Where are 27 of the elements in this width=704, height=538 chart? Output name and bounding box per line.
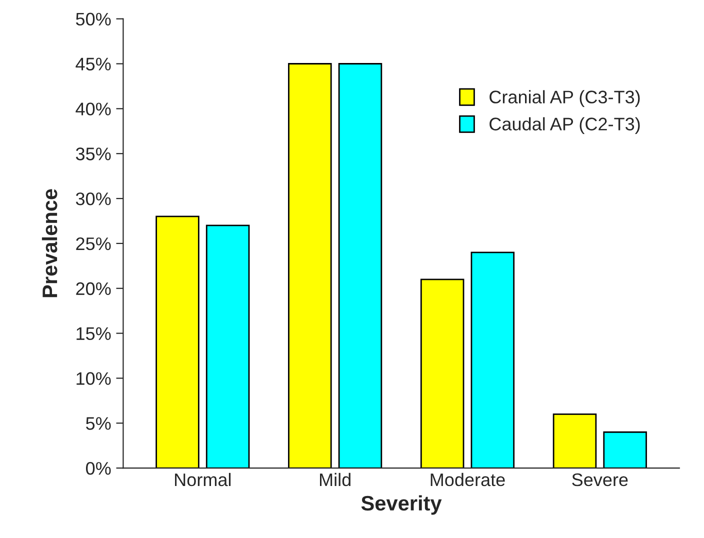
y-tick-label: 25% [76,237,111,250]
bar [156,216,200,468]
bar [420,278,464,468]
bar [206,224,250,468]
y-tick-label: 0% [86,462,111,475]
x-tick-label: Moderate [430,472,505,486]
y-tick-label: 35% [76,148,111,160]
y-tick-label: 10% [76,372,111,385]
bar [288,63,332,468]
y-axis-title: Prevalence [42,189,58,298]
y-tick-label: 15% [76,327,111,340]
y-tick-label: 40% [76,102,111,116]
y-tick-label: 5% [86,417,111,430]
bar [552,413,597,468]
bar [603,431,647,468]
y-tick-label: 30% [76,192,111,206]
legend-label: Cranial AP (C3-T3) [490,90,640,107]
bar [470,252,515,468]
x-axis-title: Severity [361,495,442,515]
y-tick-label: 45% [76,58,111,70]
bar [338,63,382,468]
y-tick-label: 50% [76,12,111,26]
y-tick-label: 20% [76,282,111,296]
x-tick-label: Normal [175,472,231,486]
x-tick-label: Mild [320,472,350,486]
legend-label: Caudal AP (C2-T3) [490,117,640,134]
x-tick-label: Severe [572,473,628,486]
